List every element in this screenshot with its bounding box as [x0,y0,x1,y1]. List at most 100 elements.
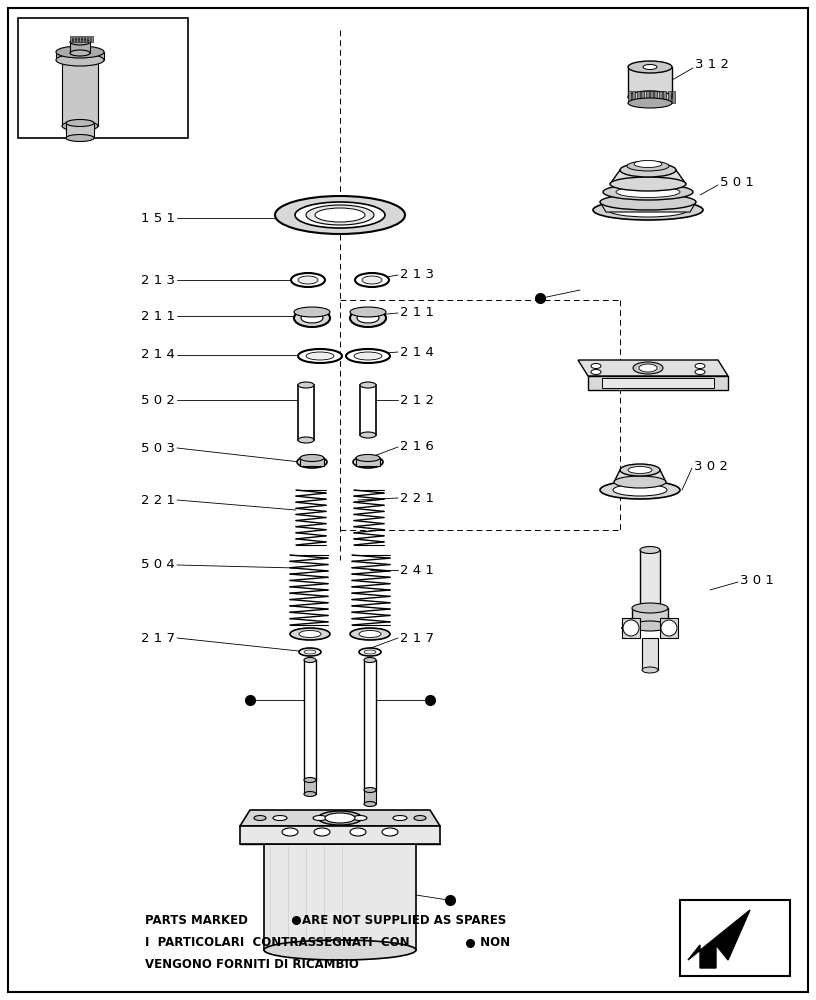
Circle shape [623,620,639,636]
Ellipse shape [628,98,672,108]
Ellipse shape [313,816,327,820]
Text: PARTS MARKED: PARTS MARKED [145,914,252,926]
Ellipse shape [603,184,693,200]
Text: 2 2 1: 2 2 1 [400,491,434,504]
Polygon shape [73,36,75,42]
Ellipse shape [70,39,90,45]
Polygon shape [82,36,84,42]
Ellipse shape [393,816,407,820]
Ellipse shape [315,208,365,222]
Ellipse shape [634,160,662,167]
Ellipse shape [628,61,672,73]
Ellipse shape [56,46,104,58]
Text: 2 1 4: 2 1 4 [400,346,434,359]
Bar [18,18,188,138]
Polygon shape [364,660,376,790]
Ellipse shape [314,828,330,836]
Ellipse shape [350,307,386,317]
Ellipse shape [642,667,658,673]
Ellipse shape [360,458,376,466]
Text: 3 0 1: 3 0 1 [740,574,774,586]
Text: ARE NOT SUPPLIED AS SPARES: ARE NOT SUPPLIED AS SPARES [302,914,506,926]
Ellipse shape [275,196,405,234]
Ellipse shape [299,648,321,656]
Ellipse shape [614,476,666,488]
Ellipse shape [355,273,389,287]
Ellipse shape [360,382,376,388]
Ellipse shape [364,650,376,654]
Ellipse shape [359,631,381,638]
Polygon shape [600,202,696,212]
Text: 5 0 4: 5 0 4 [141,558,175,572]
Ellipse shape [325,813,355,823]
Polygon shape [628,91,631,103]
Ellipse shape [640,606,660,613]
Ellipse shape [66,134,94,141]
Text: 2 4 1: 2 4 1 [400,564,434,576]
Ellipse shape [70,50,90,56]
Ellipse shape [359,648,381,656]
Ellipse shape [610,177,686,191]
Polygon shape [688,910,750,968]
Polygon shape [614,470,666,482]
Bar [240,826,440,844]
Text: 2 1 7: 2 1 7 [400,632,434,645]
Circle shape [661,620,677,636]
Polygon shape [622,618,640,638]
Polygon shape [264,844,416,950]
Ellipse shape [290,628,330,640]
Ellipse shape [643,64,657,70]
Ellipse shape [364,802,376,806]
Ellipse shape [304,650,316,654]
Ellipse shape [633,362,663,374]
Text: 2 1 1: 2 1 1 [400,306,434,320]
Ellipse shape [291,273,325,287]
Ellipse shape [632,621,668,631]
Text: 2 1 6: 2 1 6 [400,440,434,454]
Polygon shape [642,638,658,670]
Ellipse shape [350,309,386,327]
Ellipse shape [364,658,376,662]
Ellipse shape [628,91,672,103]
Ellipse shape [350,828,366,836]
Polygon shape [588,376,728,390]
Ellipse shape [354,352,382,360]
Polygon shape [640,550,660,610]
Ellipse shape [600,194,696,210]
Ellipse shape [639,364,657,372]
Ellipse shape [301,313,323,323]
Ellipse shape [304,778,316,782]
Text: 2 1 3: 2 1 3 [141,273,175,286]
Ellipse shape [640,546,660,554]
Polygon shape [79,36,81,42]
Ellipse shape [300,454,324,462]
Ellipse shape [600,481,680,499]
Polygon shape [632,608,668,626]
Ellipse shape [299,631,321,638]
Polygon shape [663,91,666,103]
Ellipse shape [591,369,601,374]
Ellipse shape [362,276,382,284]
Ellipse shape [613,484,667,496]
Polygon shape [632,91,636,103]
Polygon shape [364,790,376,804]
Ellipse shape [627,161,669,171]
Polygon shape [300,458,324,466]
Ellipse shape [616,186,680,198]
Polygon shape [70,36,72,42]
Text: 1 5 1: 1 5 1 [141,212,175,225]
Polygon shape [636,91,640,103]
Ellipse shape [254,816,266,820]
Text: 2 1 7: 2 1 7 [141,632,175,645]
Text: I  PARTICOLARI  CONTRASSEGNATI  CON: I PARTICOLARI CONTRASSEGNATI CON [145,936,414,950]
Ellipse shape [632,603,668,613]
Ellipse shape [297,456,327,468]
Polygon shape [641,91,644,103]
Ellipse shape [382,828,398,836]
Polygon shape [298,385,314,440]
Polygon shape [88,36,90,42]
Text: 5 0 3: 5 0 3 [141,442,175,454]
Ellipse shape [295,202,385,228]
Polygon shape [85,36,87,42]
Text: 5 0 2: 5 0 2 [141,393,175,406]
